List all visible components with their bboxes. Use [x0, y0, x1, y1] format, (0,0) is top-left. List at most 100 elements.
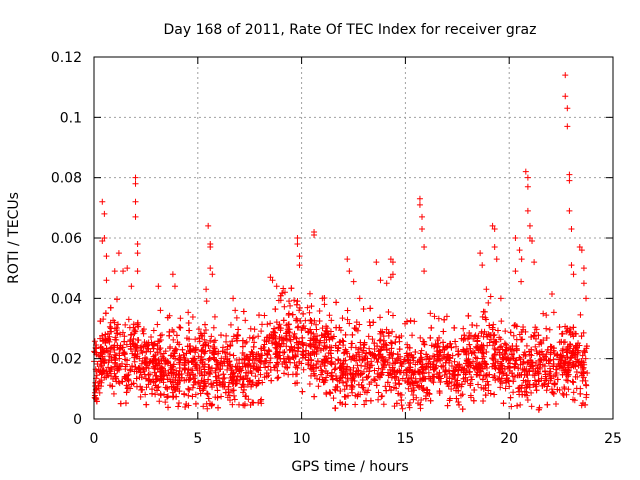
data-point [500, 400, 507, 407]
data-point [506, 383, 513, 390]
data-point [257, 371, 264, 378]
data-point [421, 268, 428, 275]
data-point [582, 381, 589, 388]
data-point [170, 353, 177, 360]
data-point [448, 362, 455, 369]
data-point [287, 359, 294, 366]
data-point [451, 324, 458, 331]
data-point [387, 339, 394, 346]
data-point [522, 168, 529, 175]
data-point [250, 399, 257, 406]
data-point [205, 364, 212, 371]
data-point [543, 387, 550, 394]
data-point [316, 318, 323, 325]
data-point [479, 262, 486, 269]
data-point [226, 351, 233, 358]
data-point [182, 359, 189, 366]
data-point [330, 395, 337, 402]
data-point [91, 338, 98, 345]
data-point [277, 325, 284, 332]
data-point [327, 328, 334, 335]
data-point [508, 370, 515, 377]
data-point [543, 376, 550, 383]
y-tick-label: 0.08 [51, 171, 82, 187]
x-tick-label: 25 [604, 431, 622, 447]
data-point [483, 372, 490, 379]
data-point [411, 380, 418, 387]
data-point [377, 314, 384, 321]
data-point [532, 324, 539, 331]
data-point [267, 359, 274, 366]
data-point [378, 372, 385, 379]
data-point [274, 359, 281, 366]
data-point [535, 378, 542, 385]
data-point [156, 368, 163, 375]
data-point [582, 377, 589, 384]
data-point [515, 388, 522, 395]
data-point [230, 352, 237, 359]
data-point [566, 177, 573, 184]
data-point [96, 352, 103, 359]
data-point [573, 344, 580, 351]
data-point [553, 363, 560, 370]
data-point [255, 377, 262, 384]
data-point [161, 391, 168, 398]
data-point [511, 363, 518, 370]
data-point [315, 383, 322, 390]
data-point [541, 363, 548, 370]
data-point [333, 375, 340, 382]
data-point [383, 280, 390, 287]
data-point [380, 401, 387, 408]
data-point [491, 244, 498, 251]
data-point [566, 347, 573, 354]
data-point [284, 353, 291, 360]
x-tick-label: 5 [193, 431, 202, 447]
data-point [427, 334, 434, 341]
data-point [507, 360, 514, 367]
data-point [143, 364, 150, 371]
data-point [360, 344, 367, 351]
data-point [123, 341, 130, 348]
data-point [221, 374, 228, 381]
data-point [99, 198, 106, 205]
data-point [320, 379, 327, 386]
data-point [484, 378, 491, 385]
data-point [145, 371, 152, 378]
data-point [149, 390, 156, 397]
data-point [313, 375, 320, 382]
data-point [480, 353, 487, 360]
data-point [321, 334, 328, 341]
data-point [207, 371, 214, 378]
data-point [536, 357, 543, 364]
data-point [333, 299, 340, 306]
data-point [245, 396, 252, 403]
data-point [461, 332, 468, 339]
data-point [99, 238, 106, 245]
data-point [524, 174, 531, 181]
data-point [200, 403, 207, 410]
data-point [434, 357, 441, 364]
data-point [230, 387, 237, 394]
data-point [584, 370, 591, 377]
data-point [365, 333, 372, 340]
data-point [296, 304, 303, 311]
data-point [101, 235, 108, 241]
data-point [564, 377, 571, 384]
data-point [470, 335, 477, 342]
data-point [377, 277, 384, 284]
data-point [457, 392, 464, 399]
y-tick-label: 0.06 [51, 231, 82, 247]
data-point [389, 340, 396, 347]
data-point [201, 383, 208, 390]
data-point [175, 371, 182, 378]
data-point [211, 313, 218, 320]
data-point [401, 356, 408, 363]
data-point [375, 348, 382, 355]
data-point [570, 396, 577, 403]
data-point [453, 395, 460, 402]
data-point [340, 357, 347, 364]
data-point [169, 363, 176, 370]
data-point [266, 348, 273, 355]
data-point [294, 235, 301, 241]
data-point [568, 262, 575, 269]
